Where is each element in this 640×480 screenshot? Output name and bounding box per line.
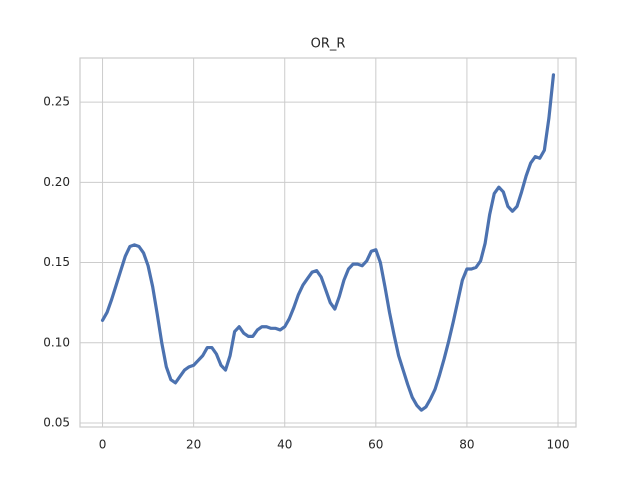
x-tick-label: 100 bbox=[547, 438, 570, 452]
plot-frame bbox=[79, 57, 577, 428]
y-tick-label: 0.25 bbox=[43, 95, 70, 109]
x-tick-label: 40 bbox=[277, 438, 292, 452]
y-tick-label: 0.05 bbox=[43, 415, 70, 429]
y-tick-label: 0.10 bbox=[43, 335, 70, 349]
x-tick-label: 80 bbox=[459, 438, 474, 452]
y-tick-label: 0.15 bbox=[43, 255, 70, 269]
x-tick-label: 60 bbox=[368, 438, 383, 452]
data-line bbox=[100, 73, 556, 412]
chart-title: OR_R bbox=[311, 37, 346, 52]
x-tick-label: 20 bbox=[186, 438, 201, 452]
y-tick-label: 0.20 bbox=[43, 175, 70, 189]
x-tick-label: 0 bbox=[99, 438, 107, 452]
